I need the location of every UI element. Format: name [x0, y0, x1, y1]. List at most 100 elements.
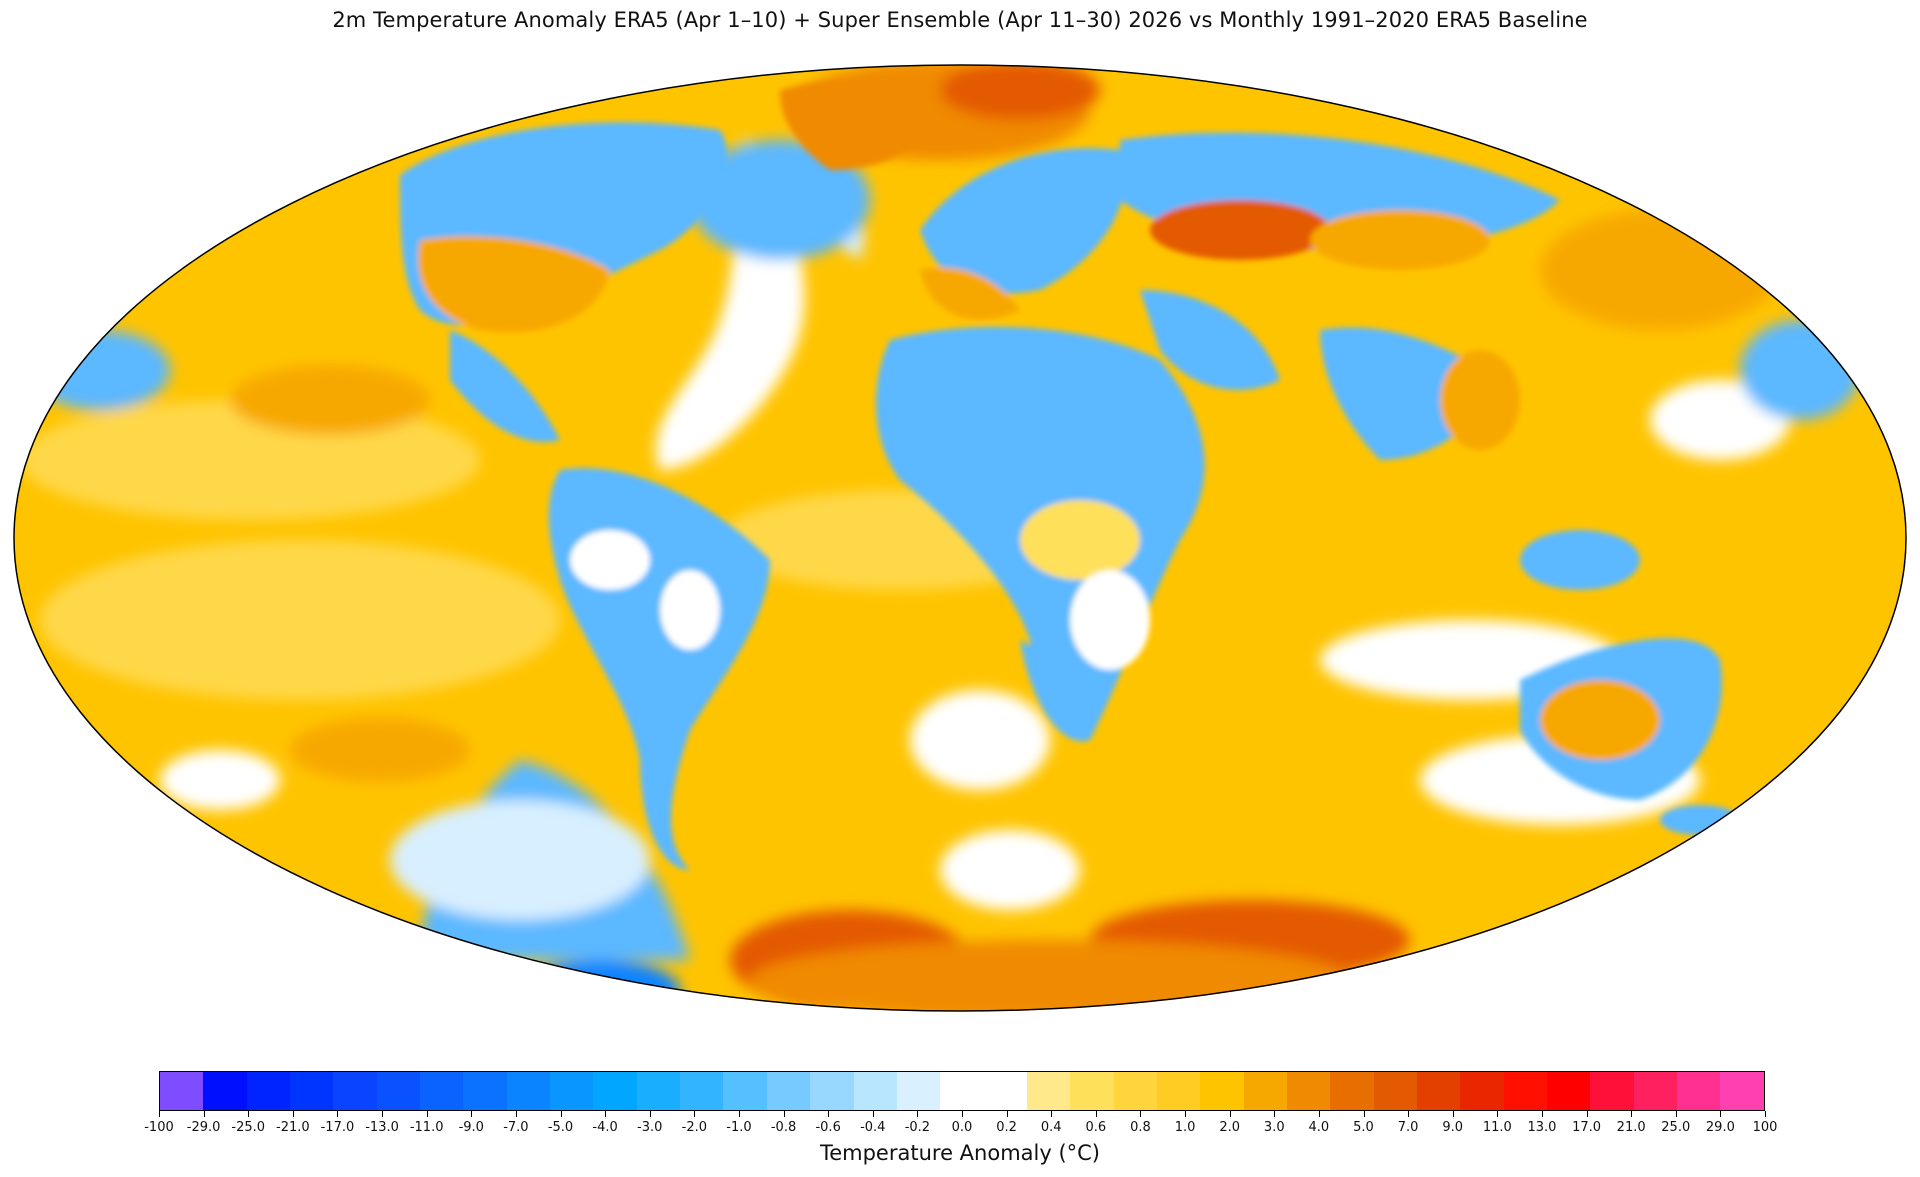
colorbar-tick-mark: [1497, 1111, 1499, 1117]
colorbar-tick-mark: [1318, 1111, 1320, 1117]
colorbar-swatch: [1286, 1072, 1331, 1110]
colorbar-tick-mark: [1095, 1111, 1097, 1117]
colorbar-swatch: [1330, 1072, 1374, 1110]
colorbar-tick-mark: [1452, 1111, 1454, 1117]
colorbar-swatch: [940, 1072, 984, 1110]
warm-region: [290, 718, 470, 782]
colorbar-tick-mark: [828, 1111, 830, 1117]
colorbar-tick-label: -5.0: [547, 1120, 574, 1135]
colorbar-swatch: [333, 1072, 377, 1110]
colorbar-tick-mark: [1408, 1111, 1410, 1117]
colorbar-swatch: [290, 1072, 334, 1110]
colorbar-swatch: [853, 1072, 897, 1110]
colorbar-swatch: [1503, 1072, 1547, 1110]
colorbar-tick-label: 25.0: [1661, 1120, 1691, 1135]
colorbar-tick-mark: [515, 1111, 517, 1117]
warm-region: [230, 365, 430, 435]
warm-region: [1540, 210, 1780, 330]
colorbar-tick-label: -7.0: [503, 1120, 529, 1135]
colorbar-swatch: [1373, 1072, 1417, 1110]
mexico-cool: [450, 330, 560, 442]
colorbar-swatch: [203, 1072, 247, 1110]
colorbar-tick-label: 17.0: [1572, 1120, 1602, 1135]
colorbar-tick-mark: [962, 1111, 963, 1117]
colorbar-swatch: [1416, 1072, 1461, 1110]
colorbar-tick-label: -2.0: [681, 1120, 708, 1135]
colorbar-tick-label: -4.0: [592, 1120, 618, 1135]
colorbar-swatch: [1460, 1072, 1504, 1110]
colorbar-swatch: [983, 1072, 1027, 1110]
colorbar-swatch: [160, 1072, 204, 1110]
neutral-region: [160, 750, 280, 810]
colorbar-tick-label: 5.0: [1353, 1120, 1374, 1135]
iberia-warm: [920, 267, 1020, 320]
colorbar-tick-mark: [337, 1111, 339, 1117]
hot-region: [750, 940, 1350, 1011]
colorbar-tick-label: -100: [144, 1120, 174, 1135]
colorbar-tick-label: 1.0: [1174, 1120, 1196, 1135]
colorbar-swatch: [1200, 1072, 1244, 1110]
colorbar-tick-mark: [605, 1111, 607, 1117]
colorbar-tick-label: 3.0: [1263, 1120, 1285, 1135]
colorbar-swatch: [1243, 1072, 1287, 1110]
colorbar-tick-label: 0.2: [996, 1120, 1017, 1135]
colorbar-swatch: [550, 1072, 594, 1110]
colorbar-tick-label: 29.0: [1705, 1120, 1735, 1135]
colorbar-swatch: [1720, 1072, 1764, 1110]
colorbar-tick-label: -3.0: [637, 1120, 663, 1135]
colorbar-tick-label: 9.0: [1442, 1120, 1464, 1135]
colorbar-swatch: [636, 1072, 681, 1110]
europe-cool: [920, 148, 1126, 294]
greenland-warm: [780, 80, 930, 170]
colorbar-tick-mark: [872, 1111, 874, 1117]
neutral-region: [910, 690, 1050, 790]
colorbar-swatch: [1633, 1072, 1678, 1110]
colorbar-tick-label: -9.0: [458, 1120, 484, 1135]
colorbar-tick-mark: [1720, 1111, 1722, 1117]
cool-pale-region: [390, 800, 650, 920]
colorbar-tick-mark: [1185, 1111, 1187, 1117]
colorbar-tick-label: -17.0: [320, 1120, 355, 1135]
colorbar-tick-mark: [1675, 1111, 1677, 1117]
colorbar-swatch: [593, 1072, 637, 1110]
hot-region: [940, 65, 1100, 120]
colorbar-label: Temperature Anomaly (°C): [819, 1141, 1101, 1165]
cool-region: [690, 140, 870, 260]
colorbar-tick-label: -13.0: [365, 1120, 399, 1135]
colorbar-tick-mark: [738, 1111, 740, 1117]
chart-title: 2m Temperature Anomaly ERA5 (Apr 1–10) +…: [332, 8, 1588, 32]
colorbar-tick-label: -1.0: [726, 1120, 752, 1135]
colorbar-tick-mark: [203, 1111, 205, 1117]
colorbar-tick-label: -0.4: [860, 1120, 886, 1135]
colorbar-tick-mark: [917, 1111, 919, 1117]
colorbar-tick-mark: [783, 1111, 785, 1117]
new-zealand-cool: [1660, 805, 1740, 835]
kazakhstan-hot: [1150, 200, 1330, 260]
colorbar-swatch: [1026, 1072, 1071, 1110]
amazon-neutral: [570, 530, 650, 590]
colorbar-swatch: [376, 1072, 421, 1110]
world-map: [13, 64, 1907, 1012]
neutral-region: [940, 830, 1080, 910]
cold-region: [520, 960, 680, 1011]
colorbar-tick-mark: [382, 1111, 384, 1117]
colorbar-tick-mark: [1363, 1111, 1365, 1117]
mollweide-map-svg: [13, 64, 1907, 1012]
colorbar-tick-mark: [471, 1111, 473, 1117]
colorbar-tick-mark: [1631, 1111, 1633, 1117]
colorbar-tick-mark: [426, 1111, 428, 1117]
colorbar-tick-label: -11.0: [409, 1120, 444, 1135]
colorbar-tick-label: 11.0: [1482, 1120, 1512, 1135]
south-africa-cool: [1020, 640, 1092, 742]
globe-outline: [13, 64, 1907, 1012]
colorbar-tick-label: 0.8: [1130, 1120, 1151, 1135]
colorbar-swatch: [463, 1072, 507, 1110]
colorbar-tick-label: 2.0: [1219, 1120, 1240, 1135]
middle-east-cool: [1140, 290, 1280, 390]
colorbar-tick-label: 7.0: [1397, 1120, 1419, 1135]
colorbar-swatch: [810, 1072, 854, 1110]
colorbar-tick-mark: [1274, 1111, 1276, 1117]
colorbar-swatch: [506, 1072, 551, 1110]
colorbar-tick-label: -21.0: [276, 1120, 310, 1135]
cool-region: [1740, 320, 1860, 420]
